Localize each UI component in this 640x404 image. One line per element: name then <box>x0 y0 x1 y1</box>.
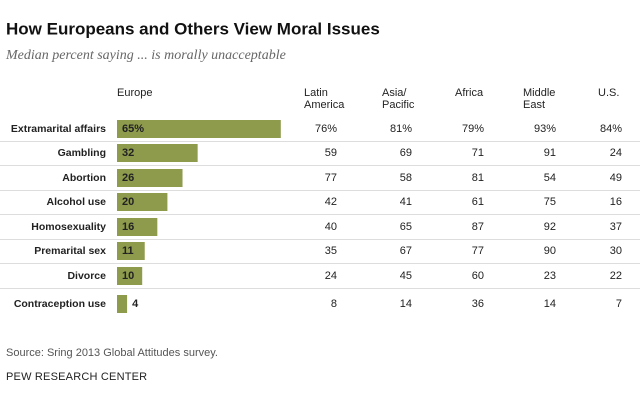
row-label: Gambling <box>58 147 106 159</box>
cell-value: 36 <box>472 298 484 310</box>
cell-value: 35 <box>325 245 337 257</box>
cell-value: 59 <box>325 147 337 159</box>
cell-value: 77 <box>325 172 337 184</box>
bar <box>117 218 158 236</box>
column-header: Europe <box>117 87 152 99</box>
cell-value: 87 <box>472 221 484 233</box>
chart-subtitle: Median percent saying ... is morally una… <box>5 48 286 63</box>
cell-value: 61 <box>472 196 484 208</box>
bar <box>117 295 128 313</box>
cell-value: 81% <box>390 123 412 135</box>
column-header: Africa <box>455 87 484 99</box>
row-label: Homosexuality <box>31 221 106 233</box>
cell-value: 81 <box>472 172 484 184</box>
row-label: Extramarital affairs <box>11 123 106 135</box>
cell-value: 54 <box>544 172 556 184</box>
cell-value: 22 <box>610 270 622 282</box>
data-label: 20 <box>122 196 134 208</box>
cell-value: 92 <box>544 221 556 233</box>
bar <box>117 144 198 162</box>
data-label: 16 <box>122 221 134 233</box>
column-header: U.S. <box>598 87 619 99</box>
cell-value: 93% <box>534 123 556 135</box>
row-label: Premarital sex <box>34 245 106 257</box>
column-header: Asia/Pacific <box>382 87 415 111</box>
cell-value: 79% <box>462 123 484 135</box>
cell-value: 45 <box>400 270 412 282</box>
cell-value: 41 <box>400 196 412 208</box>
cell-value: 67 <box>400 245 412 257</box>
data-label: 65% <box>122 123 144 135</box>
cell-value: 60 <box>472 270 484 282</box>
data-label: 32 <box>122 147 134 159</box>
bar <box>117 193 168 211</box>
data-label: 10 <box>122 270 134 282</box>
cell-value: 77 <box>472 245 484 257</box>
row-label: Divorce <box>67 270 106 282</box>
column-header: Middle East <box>523 87 555 111</box>
bar <box>117 120 281 138</box>
cell-value: 14 <box>544 298 556 310</box>
credit: PEW RESEARCH CENTER <box>6 371 147 383</box>
cell-value: 23 <box>544 270 556 282</box>
cell-value: 24 <box>610 147 622 159</box>
row-label: Contraception use <box>14 298 106 310</box>
cell-value: 69 <box>400 147 412 159</box>
cell-value: 90 <box>544 245 556 257</box>
cell-value: 65 <box>400 221 412 233</box>
cell-value: 58 <box>400 172 412 184</box>
data-label: 11 <box>122 245 134 257</box>
cell-value: 91 <box>544 147 556 159</box>
cell-value: 84% <box>600 123 622 135</box>
cell-value: 49 <box>610 172 622 184</box>
data-label: 4 <box>132 298 139 310</box>
cell-value: 76% <box>315 123 337 135</box>
bar <box>117 242 145 260</box>
cell-value: 14 <box>400 298 412 310</box>
row-label: Abortion <box>62 172 106 184</box>
cell-value: 71 <box>472 147 484 159</box>
cell-value: 42 <box>325 196 337 208</box>
cell-value: 40 <box>325 221 337 233</box>
cell-value: 75 <box>544 196 556 208</box>
bar <box>117 169 183 187</box>
cell-value: 8 <box>331 298 337 310</box>
cell-value: 7 <box>616 298 622 310</box>
cell-value: 37 <box>610 221 622 233</box>
source: Source: Sring 2013 Global Attitudes surv… <box>6 347 218 359</box>
cell-value: 16 <box>610 196 622 208</box>
chart-title: How Europeans and Others View Moral Issu… <box>6 19 380 38</box>
bar <box>117 267 143 285</box>
row-label: Alcohol use <box>46 196 106 208</box>
cell-value: 24 <box>325 270 337 282</box>
column-header: Latin America <box>304 87 345 111</box>
cell-value: 30 <box>610 245 622 257</box>
data-label: 26 <box>122 172 134 184</box>
